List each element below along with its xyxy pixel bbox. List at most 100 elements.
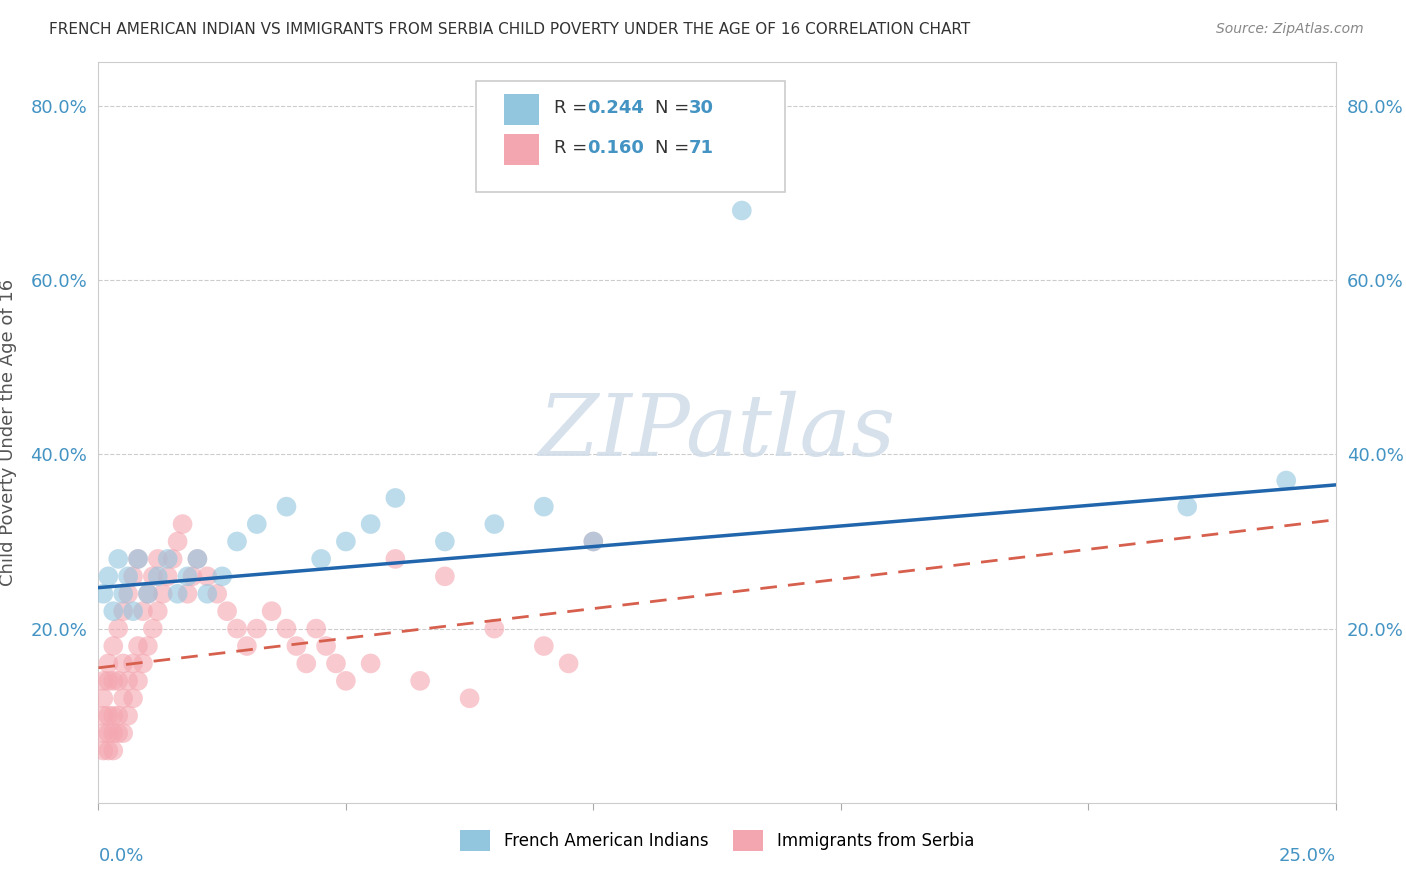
Point	[533, 500, 555, 514]
Point	[186, 552, 208, 566]
Point	[146, 604, 169, 618]
Point	[112, 604, 135, 618]
Text: 71: 71	[689, 139, 714, 157]
Point	[112, 587, 135, 601]
Point	[246, 517, 269, 532]
Point	[305, 622, 328, 636]
Point	[484, 622, 506, 636]
Point	[166, 534, 188, 549]
Bar	[505, 95, 538, 126]
Text: ZIPatlas: ZIPatlas	[538, 392, 896, 474]
Point	[309, 552, 332, 566]
Point	[325, 657, 347, 671]
Point	[142, 569, 165, 583]
Text: FRENCH AMERICAN INDIAN VS IMMIGRANTS FROM SERBIA CHILD POVERTY UNDER THE AGE OF : FRENCH AMERICAN INDIAN VS IMMIGRANTS FRO…	[49, 22, 970, 37]
Point	[107, 673, 129, 688]
Legend: French American Indians, Immigrants from Serbia: French American Indians, Immigrants from…	[454, 823, 980, 857]
Point	[132, 657, 155, 671]
Point	[146, 552, 169, 566]
Point	[107, 708, 129, 723]
Text: 0.160: 0.160	[588, 139, 644, 157]
Point	[136, 587, 159, 601]
Text: R =: R =	[554, 99, 593, 118]
Point	[226, 622, 249, 636]
Text: R =: R =	[554, 139, 593, 157]
Point	[176, 569, 198, 583]
Point	[127, 673, 149, 688]
Point	[166, 587, 188, 601]
Point	[117, 708, 139, 723]
Point	[360, 657, 382, 671]
Point	[205, 587, 228, 601]
Point	[117, 587, 139, 601]
Point	[195, 569, 218, 583]
Point	[1175, 500, 1198, 514]
Point	[236, 639, 259, 653]
Point	[93, 743, 115, 757]
Point	[211, 569, 233, 583]
Point	[117, 673, 139, 688]
Point	[384, 491, 406, 505]
Text: N =: N =	[655, 139, 695, 157]
Point	[122, 657, 145, 671]
Text: 0.0%: 0.0%	[98, 847, 143, 865]
Point	[107, 552, 129, 566]
Point	[117, 569, 139, 583]
Point	[557, 657, 579, 671]
Point	[93, 587, 115, 601]
Point	[384, 552, 406, 566]
Point	[276, 500, 298, 514]
Point	[93, 691, 115, 706]
Point	[172, 517, 194, 532]
Point	[107, 622, 129, 636]
Point	[97, 657, 120, 671]
FancyBboxPatch shape	[475, 81, 785, 192]
Point	[142, 622, 165, 636]
Point	[1275, 474, 1298, 488]
Point	[97, 743, 120, 757]
Point	[260, 604, 283, 618]
Point	[195, 587, 218, 601]
Point	[122, 604, 145, 618]
Point	[176, 587, 198, 601]
Point	[276, 622, 298, 636]
Point	[103, 639, 125, 653]
Text: N =: N =	[655, 99, 695, 118]
Bar	[505, 134, 538, 165]
Point	[97, 708, 120, 723]
Point	[533, 639, 555, 653]
Point	[103, 726, 125, 740]
Point	[285, 639, 308, 653]
Point	[107, 726, 129, 740]
Point	[360, 517, 382, 532]
Point	[335, 673, 357, 688]
Point	[315, 639, 337, 653]
Point	[295, 657, 318, 671]
Text: Source: ZipAtlas.com: Source: ZipAtlas.com	[1216, 22, 1364, 37]
Point	[93, 708, 115, 723]
Point	[136, 587, 159, 601]
Point	[484, 517, 506, 532]
Point	[97, 673, 120, 688]
Point	[93, 673, 115, 688]
Point	[103, 708, 125, 723]
Point	[409, 673, 432, 688]
Point	[156, 552, 179, 566]
Point	[433, 569, 456, 583]
Point	[731, 203, 754, 218]
Point	[136, 639, 159, 653]
Point	[103, 743, 125, 757]
Point	[112, 726, 135, 740]
Point	[146, 569, 169, 583]
Point	[103, 604, 125, 618]
Text: 0.244: 0.244	[588, 99, 644, 118]
Point	[152, 587, 174, 601]
Point	[97, 726, 120, 740]
Point	[122, 691, 145, 706]
Point	[127, 552, 149, 566]
Point	[582, 534, 605, 549]
Point	[226, 534, 249, 549]
Y-axis label: Child Poverty Under the Age of 16: Child Poverty Under the Age of 16	[0, 279, 17, 586]
Point	[127, 552, 149, 566]
Point	[127, 639, 149, 653]
